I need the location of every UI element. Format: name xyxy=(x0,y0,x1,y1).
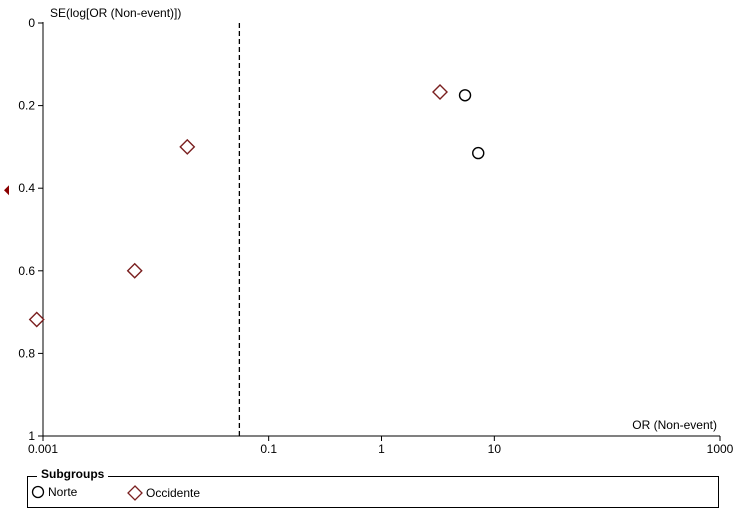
x-tick-label: 1000 xyxy=(707,442,734,456)
data-marks xyxy=(28,83,485,328)
x-tick-label: 10 xyxy=(488,442,502,456)
legend-box xyxy=(27,476,719,508)
data-point-norte xyxy=(458,89,472,102)
x-tick-label: 0.001 xyxy=(28,442,58,456)
y-tick-label: 0.6 xyxy=(18,264,35,278)
diamond-marker-icon xyxy=(127,485,143,501)
data-point-occidente xyxy=(432,83,448,100)
axes: 00.20.40.60.810.001 0.1 1 10 1000 xyxy=(4,16,734,456)
data-point-norte xyxy=(472,146,485,160)
data-point-occidente xyxy=(126,262,143,279)
y-tick-label: 0.4 xyxy=(18,181,35,195)
y-tick-label: 0 xyxy=(28,16,35,30)
legend-item-norte: Norte xyxy=(31,485,77,499)
circle-marker-icon xyxy=(31,485,45,499)
legend-title: Subgroups xyxy=(37,467,109,481)
pooled-estimate-marker xyxy=(4,185,9,196)
legend-label-occidente: Occidente xyxy=(146,486,201,500)
y-tick-label: 1 xyxy=(28,429,35,443)
y-tick-label: 0.2 xyxy=(18,99,35,113)
x-axis-label: OR (Non-event) xyxy=(632,418,717,432)
y-axis-label: SE(log[OR (Non-event)]) xyxy=(50,6,181,20)
legend-item-occidente: Occidente xyxy=(127,485,200,501)
x-tick-label: 1 xyxy=(378,442,385,456)
legend-label-norte: Norte xyxy=(48,485,78,499)
data-point-occidente xyxy=(179,138,196,155)
data-point-occidente xyxy=(28,311,45,328)
y-tick-label: 0.8 xyxy=(18,346,35,360)
x-tick-label: 0.1 xyxy=(260,442,277,456)
